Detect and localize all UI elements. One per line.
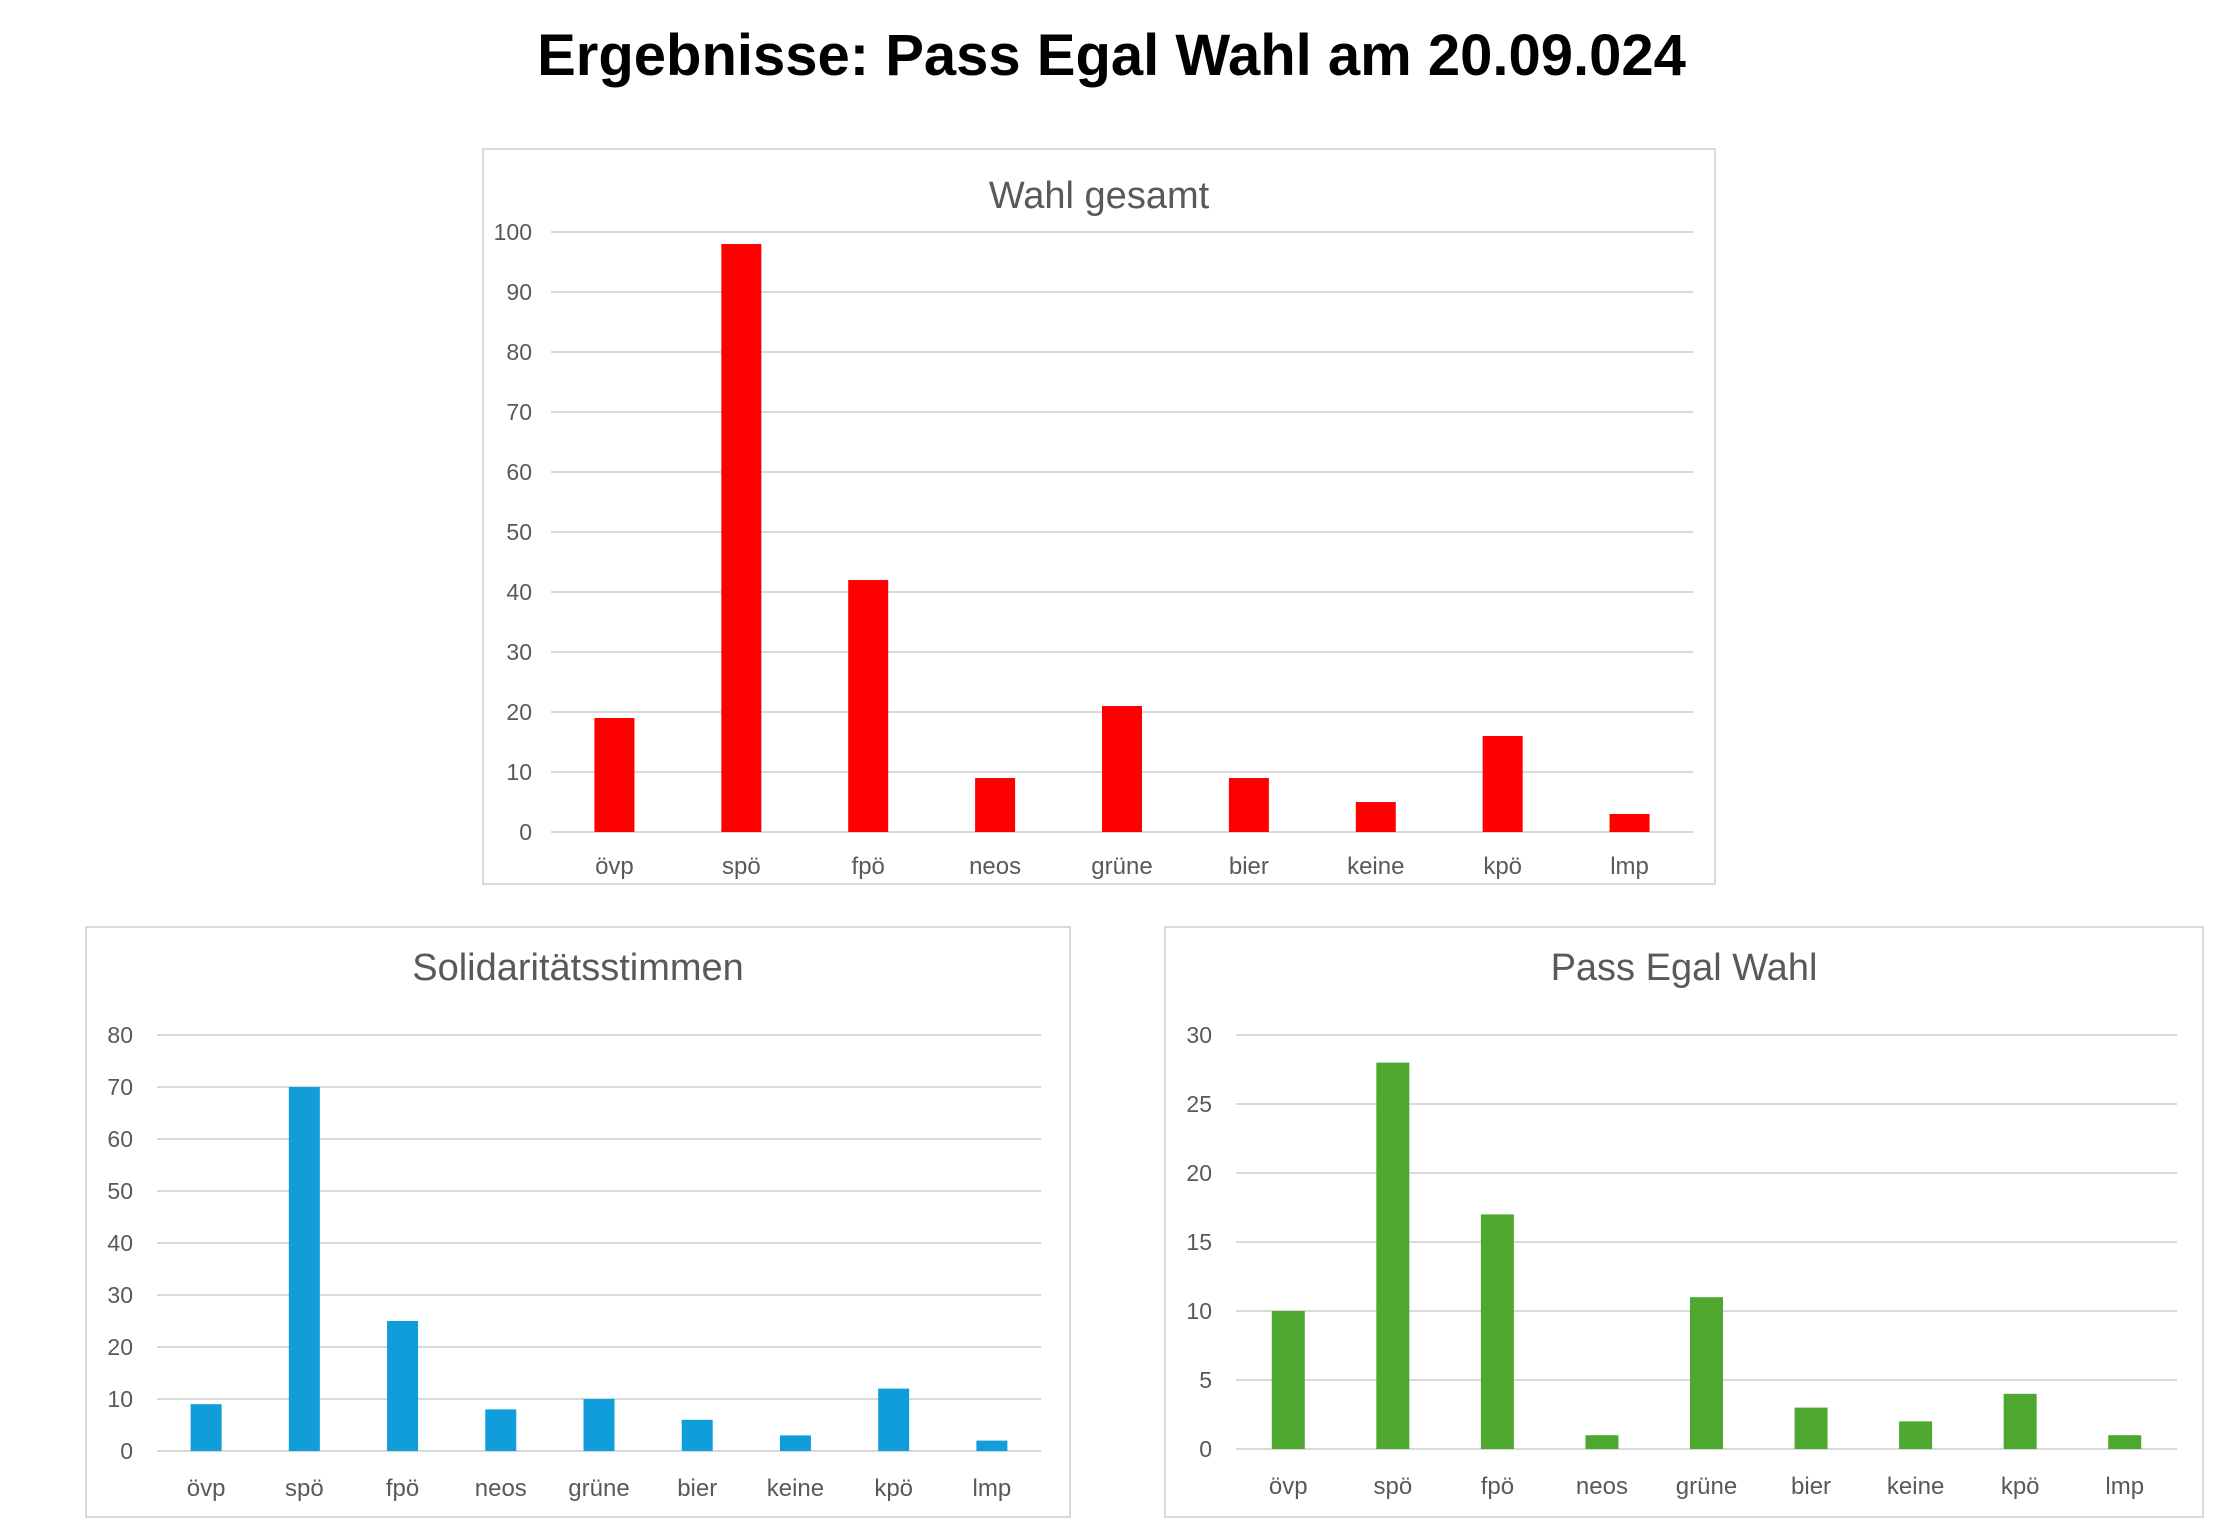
bar-grüne — [1690, 1297, 1723, 1449]
y-tick-label: 30 — [506, 639, 532, 665]
x-category-label: övp — [1269, 1473, 1308, 1500]
x-category-label: neos — [1576, 1473, 1628, 1500]
x-category-label: keine — [767, 1475, 824, 1502]
bar-keine — [1899, 1421, 1933, 1449]
x-category-label: övp — [187, 1475, 226, 1502]
bar-bier — [1228, 778, 1269, 832]
x-category-label: bier — [1229, 853, 1269, 880]
x-category-label: fpö — [852, 853, 885, 880]
page-title: Ergebnisse: Pass Egal Wahl am 20.09.024 — [537, 23, 1686, 88]
chart-pass-egal-wahl-svg: Pass Egal Wahl 0 5 10 15 20 25 30 övp spö fpö neos g… — [1186, 947, 2177, 1500]
bar-kpö — [878, 1388, 910, 1451]
x-category-label: neos — [969, 853, 1021, 880]
y-tick-label: 15 — [1186, 1229, 1212, 1255]
x-category-label: fpö — [386, 1475, 419, 1502]
chart-title: Solidaritätsstimmen — [412, 947, 744, 989]
y-tick-label: 60 — [107, 1126, 133, 1152]
x-category-label: grüne — [1676, 1473, 1737, 1500]
y-tick-label: 0 — [1199, 1436, 1212, 1462]
bar-kpö — [2003, 1393, 2037, 1449]
y-tick-label: 70 — [506, 399, 532, 425]
y-tick-label: 80 — [506, 339, 532, 365]
y-tick-label: 0 — [519, 819, 532, 845]
y-tick-label: 50 — [107, 1178, 133, 1204]
bar-bier — [1794, 1407, 1828, 1449]
bar-lmp — [1609, 814, 1650, 832]
x-category-label: grüne — [568, 1475, 629, 1502]
bar-fpö — [387, 1321, 419, 1451]
chart-title: Wahl gesamt — [989, 175, 1210, 217]
y-tick-label: 30 — [107, 1282, 133, 1308]
bar-övp — [1271, 1311, 1305, 1449]
x-category-label: spö — [285, 1475, 324, 1502]
y-tick-label: 100 — [494, 219, 532, 245]
y-tick-label: 70 — [107, 1074, 133, 1100]
x-category-label: lmp — [973, 1475, 1012, 1502]
x-category-label: övp — [595, 853, 634, 880]
x-category-label: grüne — [1091, 853, 1152, 880]
bar-lmp — [2108, 1435, 2142, 1449]
bar-spö — [288, 1087, 320, 1451]
chart-solidaritaetsstimmen-svg: Solidaritätsstimmen 0 10 20 30 40 50 60 70 80 övp s… — [107, 947, 1041, 1502]
y-tick-label: 40 — [107, 1230, 133, 1256]
bar-kpö — [1482, 736, 1523, 832]
bar-neos — [485, 1409, 517, 1451]
x-category-label: spö — [722, 853, 761, 880]
chart-pass-egal-wahl: Pass Egal Wahl 0 5 10 15 20 25 30 övp spö fpö neos g… — [1164, 926, 2204, 1518]
chart-solidaritaetsstimmen: Solidaritätsstimmen 0 10 20 30 40 50 60 70 80 övp s… — [85, 926, 1071, 1518]
y-tick-label: 60 — [506, 459, 532, 485]
x-category-label: kpö — [2001, 1473, 2040, 1500]
x-category-label: neos — [475, 1475, 527, 1502]
y-tick-label: 30 — [1186, 1022, 1212, 1048]
bar-bier — [681, 1419, 713, 1451]
x-category-label: kpö — [874, 1475, 913, 1502]
bar-övp — [190, 1404, 222, 1451]
x-category-label: lmp — [2105, 1473, 2144, 1500]
x-category-label: bier — [1791, 1473, 1831, 1500]
x-category-label: bier — [677, 1475, 717, 1502]
x-category-label: keine — [1887, 1473, 1944, 1500]
y-tick-label: 20 — [1186, 1160, 1212, 1186]
bar-neos — [1585, 1435, 1619, 1449]
bar-lmp — [976, 1440, 1008, 1451]
x-category-label: keine — [1347, 853, 1404, 880]
y-tick-label: 90 — [506, 279, 532, 305]
x-category-label: lmp — [1610, 853, 1649, 880]
y-tick-label: 0 — [120, 1438, 133, 1464]
chart-wahl-gesamt: Wahl gesamt 0 10 20 30 40 50 60 70 80 90 100 övp spö f… — [482, 148, 1716, 885]
y-tick-label: 10 — [506, 759, 532, 785]
bar-neos — [975, 778, 1016, 832]
y-tick-label: 20 — [506, 699, 532, 725]
y-tick-label: 80 — [107, 1022, 133, 1048]
y-tick-label: 20 — [107, 1334, 133, 1360]
y-tick-label: 50 — [506, 519, 532, 545]
bar-spö — [721, 244, 762, 832]
bar-övp — [594, 718, 635, 832]
x-category-label: spö — [1373, 1473, 1412, 1500]
y-tick-label: 10 — [1186, 1298, 1212, 1324]
y-tick-label: 25 — [1186, 1091, 1212, 1117]
chart-wahl-gesamt-svg: Wahl gesamt 0 10 20 30 40 50 60 70 80 90 100 övp spö f… — [494, 175, 1693, 880]
chart-title: Pass Egal Wahl — [1551, 947, 1818, 989]
y-tick-label: 5 — [1199, 1367, 1212, 1393]
x-category-label: kpö — [1483, 853, 1522, 880]
bar-grüne — [583, 1399, 615, 1451]
bar-fpö — [1480, 1214, 1514, 1449]
bar-keine — [779, 1435, 811, 1451]
bar-spö — [1376, 1062, 1410, 1449]
x-category-label: fpö — [1481, 1473, 1514, 1500]
y-tick-label: 10 — [107, 1386, 133, 1412]
bar-keine — [1355, 802, 1396, 832]
bar-fpö — [848, 580, 889, 832]
bar-grüne — [1102, 706, 1142, 832]
y-tick-label: 40 — [506, 579, 532, 605]
